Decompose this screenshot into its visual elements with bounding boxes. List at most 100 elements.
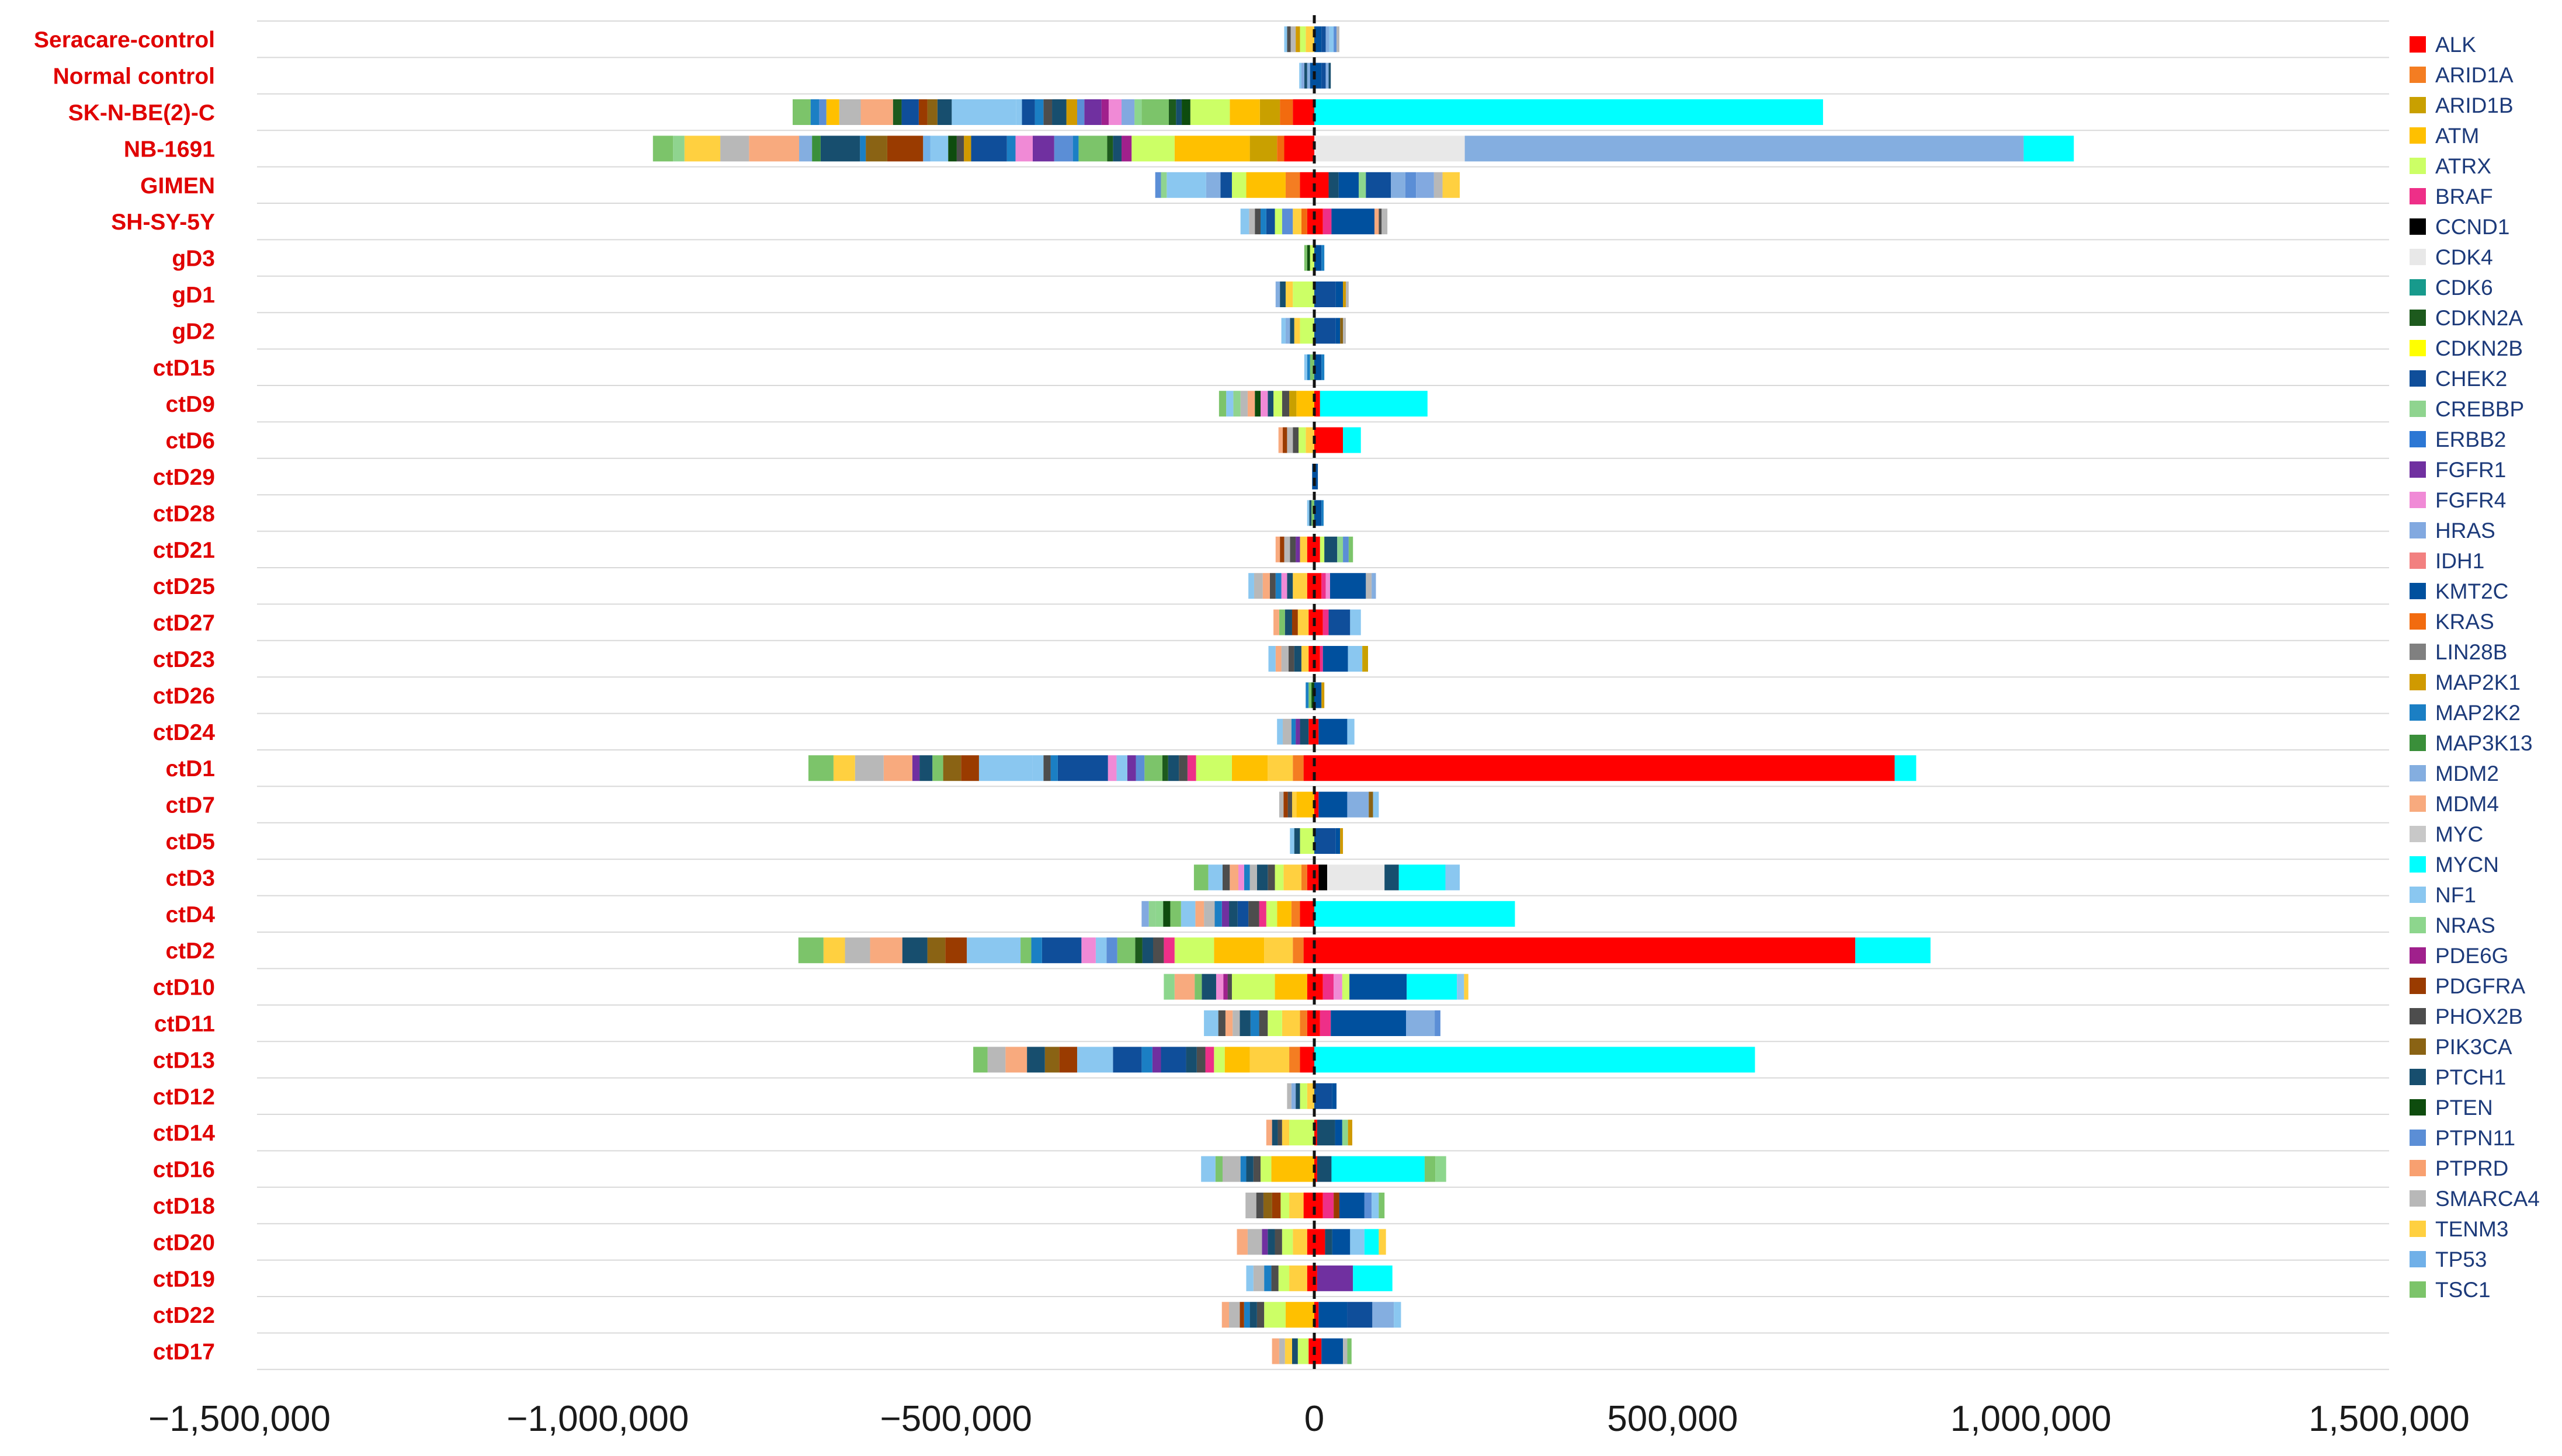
bar-segment (1268, 864, 1275, 891)
bar-segment (1218, 1010, 1226, 1036)
bar-segment (1342, 974, 1350, 1000)
legend-swatch (2410, 735, 2426, 751)
legend-label: LIN28B (2435, 640, 2507, 664)
bar-segment (1280, 99, 1293, 125)
bar-segment (1307, 1265, 1314, 1291)
bar-segment (1366, 172, 1391, 198)
legend-swatch (2410, 127, 2426, 144)
bar-stack (1201, 1156, 1446, 1182)
bar-segment (1321, 500, 1324, 526)
bar-segment (1136, 755, 1145, 781)
bar-segment (1318, 864, 1328, 891)
bar-segment (1322, 646, 1348, 672)
bar-segment (1293, 209, 1301, 235)
legend-swatch (2410, 158, 2426, 174)
legend-label: TENM3 (2435, 1217, 2508, 1241)
bar-segment (1310, 245, 1314, 271)
bar-segment (1314, 974, 1323, 1000)
row-label: ctD1 (165, 756, 215, 781)
bar-stack (1284, 26, 1339, 53)
bar-stack (1278, 427, 1361, 453)
bar-segment (1249, 135, 1277, 162)
bar-segment (1282, 1229, 1293, 1255)
bar-segment (1285, 282, 1293, 307)
bar-stack (1248, 573, 1376, 599)
bar-segment (1359, 172, 1366, 198)
bar-segment (1277, 718, 1283, 745)
bar-segment (1179, 755, 1188, 781)
bar-segment (1280, 536, 1285, 562)
bar-segment (1054, 135, 1073, 162)
bar-segment (1078, 135, 1108, 162)
legend-item: BRAF (2410, 185, 2493, 209)
bar-segment (1277, 901, 1292, 927)
bar-segment (1296, 1083, 1300, 1109)
bar-segment (1314, 791, 1319, 818)
bar-segment (1275, 974, 1307, 1000)
x-tick-label: −1,000,000 (506, 1399, 689, 1439)
x-tick-label: 1,500,000 (2308, 1399, 2470, 1439)
bar-segment (1141, 1047, 1152, 1073)
bar-segment (1163, 901, 1171, 927)
bar-stack (1266, 1120, 1353, 1146)
legend-swatch (2410, 401, 2426, 417)
bar-stack (973, 1047, 1755, 1073)
bar-segment (1268, 755, 1293, 781)
bar-segment (1296, 791, 1314, 818)
legend-label: PTCH1 (2435, 1065, 2506, 1089)
bar-segment (673, 135, 685, 162)
bar-segment (1264, 1265, 1272, 1291)
bar-segment (823, 937, 845, 964)
bar-segment (1204, 901, 1215, 927)
bar-stack (1273, 609, 1361, 635)
legend-swatch (2410, 492, 2426, 508)
bar-segment (1300, 1010, 1307, 1036)
row-label: ctD16 (153, 1158, 215, 1183)
bar-stack (1218, 391, 1428, 417)
bar-segment (1307, 1083, 1314, 1109)
legend-item: ATM (2410, 124, 2479, 148)
bar-segment (1229, 901, 1238, 927)
bar-segment (1254, 573, 1263, 599)
bar-segment (1249, 1302, 1257, 1328)
bar-segment (1406, 1010, 1435, 1036)
bar-segment (1307, 573, 1314, 599)
bar-segment (1282, 391, 1290, 417)
bar-segment (1314, 573, 1322, 599)
bar-segment (1314, 464, 1318, 489)
bar-segment (1296, 26, 1300, 53)
bar-segment (1349, 974, 1407, 1000)
bar-segment (1314, 1229, 1325, 1255)
bar-segment (1321, 682, 1325, 708)
bar-segment (1116, 755, 1127, 781)
bar-segment (1335, 318, 1341, 344)
bar-segment (1320, 536, 1325, 562)
bar-segment (1314, 318, 1336, 344)
bar-segment (1015, 135, 1033, 162)
bar-segment (1284, 536, 1290, 562)
row-label: ctD22 (153, 1303, 215, 1328)
legend-swatch (2410, 522, 2426, 538)
bar-segment (1273, 609, 1279, 635)
bar-segment (1161, 172, 1167, 198)
legend-label: MYCN (2435, 853, 2499, 877)
bar-segment (1225, 1010, 1233, 1036)
legend-item: TENM3 (2410, 1217, 2508, 1241)
bar-segment (945, 937, 967, 964)
bar-segment (1322, 609, 1329, 635)
row-label: ctD5 (165, 829, 215, 854)
bar-segment (1407, 974, 1457, 1000)
legend-swatch (2410, 431, 2426, 447)
row-label: ctD27 (153, 611, 215, 636)
bar-segment (1303, 937, 1314, 964)
bar-segment (1293, 1229, 1307, 1255)
bar-segment (1293, 573, 1307, 599)
bar-stack (1304, 354, 1325, 380)
bar-stack (1277, 718, 1355, 745)
bar-segment (2023, 135, 2074, 162)
row-label: GIMEN (140, 173, 215, 199)
legend-swatch (2410, 613, 2426, 630)
bar-segment (1283, 427, 1287, 453)
bar-segment (1224, 1047, 1250, 1073)
legend-item: NRAS (2410, 913, 2495, 937)
